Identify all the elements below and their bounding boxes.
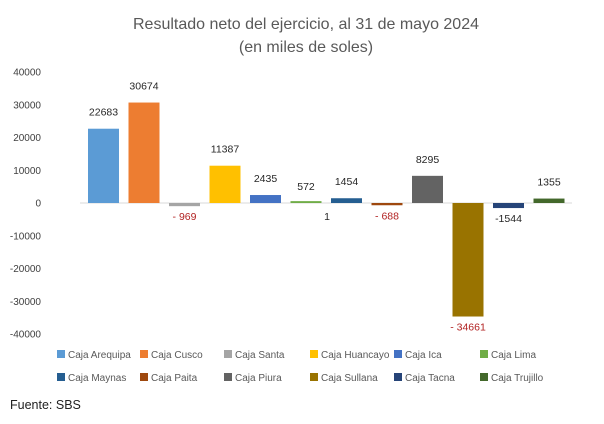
legend-label: Caja Maynas bbox=[68, 373, 126, 384]
bar-caja-sullana bbox=[452, 203, 484, 317]
legend-swatch bbox=[224, 373, 232, 381]
chart-title: Resultado neto del ejercicio, al 31 de m… bbox=[133, 16, 479, 33]
source-note: Fuente: SBS bbox=[10, 398, 81, 412]
y-tick-label: 10000 bbox=[13, 166, 41, 177]
legend-swatch bbox=[57, 350, 65, 358]
legend-item-caja-ica: Caja Ica bbox=[394, 350, 442, 361]
data-label-caja-lima: 572 bbox=[297, 181, 315, 193]
legend-swatch bbox=[310, 373, 318, 381]
bar-caja-cusco bbox=[128, 102, 160, 203]
legend-label: Caja Tacna bbox=[405, 373, 455, 384]
legend-swatch bbox=[140, 350, 148, 358]
data-label-caja-ica: 2435 bbox=[254, 173, 278, 185]
bars bbox=[88, 102, 565, 317]
bar-caja-trujillo bbox=[533, 198, 565, 203]
bar-caja-piura bbox=[412, 175, 443, 203]
data-label-caja-arequipa: 22683 bbox=[89, 107, 118, 119]
bar-caja-lima bbox=[290, 201, 322, 203]
legend-label: Caja Huancayo bbox=[321, 350, 390, 361]
bar-caja-huancayo bbox=[209, 165, 241, 203]
y-tick-label: 30000 bbox=[13, 100, 41, 111]
legend-label: Caja Trujillo bbox=[491, 373, 544, 384]
legend-item-caja-cusco: Caja Cusco bbox=[140, 350, 203, 361]
y-tick-label: 40000 bbox=[13, 68, 41, 79]
data-label-caja-cusco: 30674 bbox=[129, 81, 158, 93]
legend-swatch bbox=[310, 350, 318, 358]
y-tick-label: -10000 bbox=[10, 231, 42, 242]
legend-swatch bbox=[224, 350, 232, 358]
data-label-caja-paita: - 688 bbox=[375, 210, 399, 222]
legend-swatch bbox=[140, 373, 148, 381]
data-label-caja-trujillo: 1355 bbox=[537, 177, 561, 189]
legend-label: Caja Cusco bbox=[151, 350, 203, 361]
bar-caja-ica bbox=[250, 195, 281, 203]
legend-label: Caja Arequipa bbox=[68, 350, 131, 361]
data-labels: 22683 30674 - 969 11387 2435 572 1454 - 688 8295… bbox=[89, 81, 561, 334]
legend-item-caja-santa: Caja Santa bbox=[224, 350, 285, 361]
bar-caja-paita bbox=[371, 203, 403, 206]
data-label-caja-tacna: -1544 bbox=[495, 213, 522, 225]
y-axis: 40000 30000 20000 10000 0 -10000 -20000 -30000 -… bbox=[10, 68, 42, 341]
legend-item-caja-paita: Caja Paita bbox=[140, 373, 198, 384]
legend-label: Caja Piura bbox=[235, 373, 282, 384]
data-label-caja-huancayo: 11387 bbox=[211, 144, 240, 156]
legend-item-caja-trujillo: Caja Trujillo bbox=[480, 373, 544, 384]
y-tick-label: -40000 bbox=[10, 330, 42, 341]
legend-item-caja-huancayo: Caja Huancayo bbox=[310, 350, 390, 361]
y-tick-label: -20000 bbox=[10, 264, 42, 275]
legend-item-caja-arequipa: Caja Arequipa bbox=[57, 350, 131, 361]
legend-swatch bbox=[57, 373, 65, 381]
legend-item-caja-piura: Caja Piura bbox=[224, 373, 282, 384]
y-tick-label: -30000 bbox=[10, 297, 42, 308]
legend-item-caja-lima: Caja Lima bbox=[480, 350, 536, 361]
legend-swatch bbox=[394, 350, 402, 358]
legend-label: Caja Paita bbox=[151, 373, 198, 384]
legend-item-caja-tacna: Caja Tacna bbox=[394, 373, 455, 384]
data-label-extra: 1 bbox=[324, 211, 330, 223]
legend-item-caja-sullana: Caja Sullana bbox=[310, 373, 378, 384]
y-tick-label: 20000 bbox=[13, 133, 41, 144]
data-label-caja-piura: 8295 bbox=[416, 154, 440, 166]
bar-caja-arequipa bbox=[88, 128, 119, 203]
legend-swatch bbox=[394, 373, 402, 381]
legend: Caja Arequipa Caja Cusco Caja Santa Caja Hu… bbox=[57, 350, 544, 384]
data-label-caja-sullana: - 34661 bbox=[450, 322, 486, 334]
data-label-caja-maynas: 1454 bbox=[335, 176, 359, 188]
bar-caja-santa bbox=[169, 203, 200, 207]
y-tick-label: 0 bbox=[35, 199, 41, 210]
legend-swatch bbox=[480, 350, 488, 358]
legend-label: Caja Lima bbox=[491, 350, 536, 361]
legend-label: Caja Santa bbox=[235, 350, 285, 361]
data-label-caja-santa: - 969 bbox=[173, 211, 197, 223]
legend-item-caja-maynas: Caja Maynas bbox=[57, 373, 126, 384]
legend-label: Caja Sullana bbox=[321, 373, 378, 384]
legend-swatch bbox=[480, 373, 488, 381]
chart-subtitle: (en miles de soles) bbox=[239, 39, 373, 56]
bar-caja-tacna bbox=[493, 203, 524, 209]
legend-label: Caja Ica bbox=[405, 350, 442, 361]
bar-caja-maynas bbox=[331, 198, 362, 203]
